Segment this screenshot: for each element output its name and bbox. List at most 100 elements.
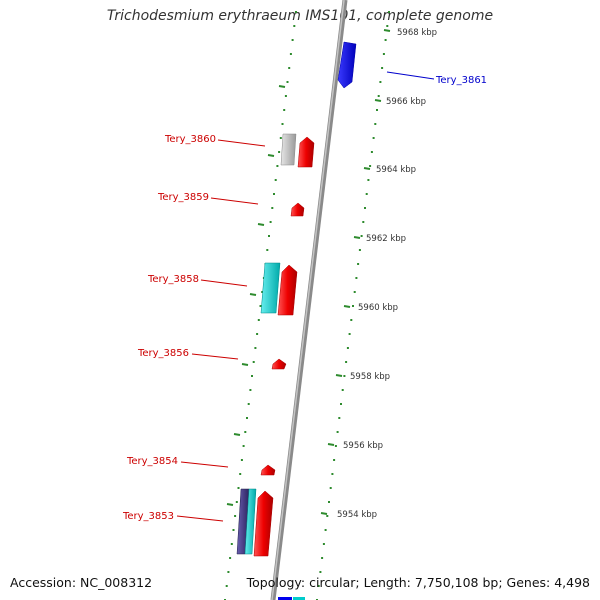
ring-dot xyxy=(246,417,248,419)
ring-dot xyxy=(252,361,255,363)
ring-dot xyxy=(293,25,296,27)
gene-tery-3856[interactable] xyxy=(271,358,287,370)
ring-dot xyxy=(369,165,372,167)
gene-label-tery-3859[interactable]: Tery_3859 xyxy=(157,192,209,203)
ring-dot xyxy=(341,389,344,391)
ring-dot xyxy=(229,557,232,559)
ring-dot xyxy=(268,235,270,237)
gene-partial-bottom xyxy=(278,597,305,600)
gene-tery-3860-neighbor[interactable] xyxy=(280,133,297,166)
ring-dot xyxy=(358,249,361,251)
ring-dot xyxy=(284,95,287,97)
ring-dot xyxy=(388,11,390,13)
gene-tery-3853-cyan[interactable] xyxy=(244,488,257,555)
ring-dot xyxy=(230,543,233,545)
ring-dot xyxy=(274,179,277,181)
gene-label-tery-3856[interactable]: Tery_3856 xyxy=(137,348,189,359)
map-title: Trichodesmium erythraeum IMS101, complet… xyxy=(106,8,494,24)
gene-tery-3858[interactable] xyxy=(277,264,298,316)
ring-dot xyxy=(244,431,247,433)
gene-tery-3859[interactable] xyxy=(290,202,305,217)
ring-dot xyxy=(379,81,382,83)
ring-dot xyxy=(331,473,334,475)
inner-ring-ticks xyxy=(226,85,286,506)
ring-dot xyxy=(376,109,378,111)
accession-label: Accession: NC_008312 xyxy=(10,575,153,590)
gene-tery-3854[interactable] xyxy=(260,464,276,476)
ring-dot xyxy=(382,53,385,55)
ring-dot xyxy=(321,557,324,559)
ring-dot xyxy=(273,193,275,195)
ring-dot xyxy=(234,515,237,517)
gene-label-tery-3858[interactable]: Tery_3858 xyxy=(147,274,199,285)
ring-dot xyxy=(345,361,348,363)
ring-dot xyxy=(329,487,332,489)
ring-dot xyxy=(346,347,349,349)
gene-tery-3853[interactable] xyxy=(253,490,274,557)
scale-label: 5968 kbp xyxy=(397,28,437,38)
gene-label-tery-3853[interactable]: Tery_3853 xyxy=(122,511,174,522)
ring-dot xyxy=(333,459,336,461)
ring-dot xyxy=(370,151,373,153)
gene-label-tery-3854[interactable]: Tery_3854 xyxy=(126,456,178,467)
ring-dot xyxy=(357,263,360,265)
gene-tery-3858-neighbor[interactable] xyxy=(260,262,281,314)
ring-dot xyxy=(343,375,346,377)
ring-dot xyxy=(279,137,282,139)
scale-label: 5960 kbp xyxy=(358,303,398,313)
ring-dot xyxy=(367,179,370,181)
ring-dot xyxy=(239,473,242,475)
ring-dot xyxy=(237,487,240,489)
ring-dot xyxy=(227,571,230,573)
ring-dot xyxy=(381,67,384,69)
ring-dot xyxy=(278,151,281,153)
gene-label-tery-3861[interactable]: Tery_3861 xyxy=(435,75,487,86)
ring-dot xyxy=(364,207,366,209)
ring-dot xyxy=(291,39,294,41)
genome-backbone xyxy=(270,0,348,600)
ring-dot xyxy=(266,249,269,251)
gene-label-tery-3860[interactable]: Tery_3860 xyxy=(164,134,216,145)
ring-dot xyxy=(251,375,253,377)
scale-label: 5964 kbp xyxy=(376,165,416,175)
label-leaders xyxy=(176,71,435,522)
ring-dot xyxy=(384,39,387,41)
ring-dot xyxy=(242,445,245,447)
scale-label: 5958 kbp xyxy=(350,372,390,382)
ring-dot xyxy=(322,543,325,545)
gene-tery-3861[interactable] xyxy=(337,41,357,89)
ring-dot xyxy=(365,193,368,195)
ring-dot xyxy=(254,347,257,349)
scale-label: 5966 kbp xyxy=(386,97,426,107)
ring-dot xyxy=(350,319,353,321)
ring-dot xyxy=(338,417,341,419)
genome-summary: Topology: circular; Length: 7,750,108 bp… xyxy=(246,575,590,590)
ring-dot xyxy=(352,305,354,307)
ring-dot xyxy=(377,95,380,97)
outer-ring-dots xyxy=(316,11,390,600)
ring-dot xyxy=(288,67,291,69)
outer-ring-ticks xyxy=(320,29,391,515)
genome-backbone-highlight xyxy=(271,0,345,600)
ring-dot xyxy=(334,445,337,447)
ring-dot xyxy=(271,207,274,209)
ring-dot xyxy=(232,529,235,531)
ring-dot xyxy=(269,221,272,223)
ring-dot xyxy=(249,389,252,391)
ring-dot xyxy=(324,529,327,531)
gene-tery-3860[interactable] xyxy=(297,136,315,168)
ring-dot xyxy=(362,221,365,223)
ring-dot xyxy=(372,137,375,139)
ring-dot xyxy=(326,515,329,517)
ring-dot xyxy=(235,501,238,503)
ring-dot xyxy=(317,585,320,587)
ring-dot xyxy=(360,235,363,237)
ring-dot xyxy=(386,25,389,27)
ring-dot xyxy=(283,109,286,111)
ring-dot xyxy=(340,403,342,405)
ring-dot xyxy=(348,333,351,335)
ring-dot xyxy=(295,11,297,13)
ring-dot xyxy=(336,431,339,433)
ring-dot xyxy=(355,277,358,279)
ring-dot xyxy=(328,501,330,503)
